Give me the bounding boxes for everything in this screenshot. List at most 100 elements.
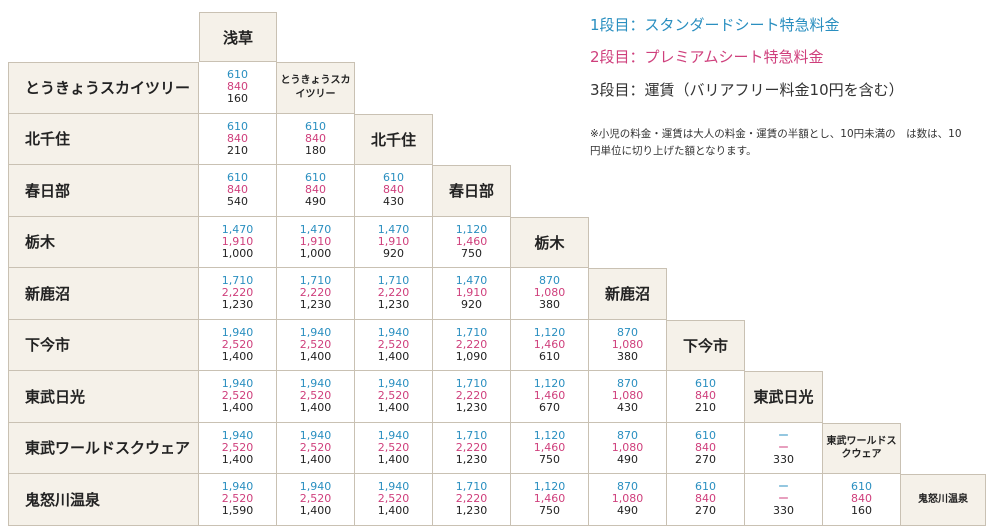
base-fare: 1,400 [377, 349, 410, 363]
standard-seat-fee: 610 [227, 68, 248, 82]
fare-cell: 870 1,080 380 [511, 268, 589, 320]
standard-seat-fee: 1,940 [377, 480, 410, 494]
base-fare: 1,000 [221, 246, 254, 260]
standard-seat-fee: ー [778, 428, 789, 442]
base-fare: 750 [539, 504, 560, 518]
base-fare: 1,400 [377, 504, 410, 518]
base-fare: 1,400 [221, 452, 254, 466]
premium-seat-fee: 1,460 [455, 234, 488, 248]
fare-cell: 870 1,080 380 [589, 319, 667, 371]
standard-seat-fee: 870 [617, 480, 638, 494]
premium-seat-fee: 2,520 [377, 492, 410, 506]
fare-cell: 1,120 1,460 750 [433, 216, 511, 268]
premium-seat-fee: 1,080 [611, 337, 644, 351]
standard-seat-fee: 610 [383, 171, 404, 185]
row-station-label: 東武ワールドスクウェア [8, 422, 199, 474]
fare-cell: 1,470 1,910 1,000 [199, 216, 277, 268]
row-station-label: 鬼怒川温泉 [8, 474, 199, 526]
row-station-label: 春日部 [8, 165, 199, 217]
base-fare: 210 [227, 143, 248, 157]
base-fare: 490 [617, 452, 638, 466]
standard-seat-fee: 610 [305, 171, 326, 185]
premium-seat-fee: 2,520 [377, 389, 410, 403]
premium-seat-fee: 840 [851, 492, 872, 506]
base-fare: 330 [773, 504, 794, 518]
standard-seat-fee: 1,710 [455, 377, 488, 391]
premium-seat-fee: 2,220 [455, 389, 488, 403]
station-header-diagonal: 鬼怒川温泉 [901, 474, 986, 526]
station-header-diagonal: 下今市 [667, 319, 745, 371]
fare-cell: 610 840 490 [277, 165, 355, 217]
base-fare: 670 [539, 401, 560, 415]
standard-seat-fee: 1,940 [221, 325, 254, 339]
premium-seat-fee: 2,220 [221, 286, 254, 300]
row-station-label: 下今市 [8, 319, 199, 371]
fare-cell: 1,940 2,520 1,590 [199, 474, 277, 526]
base-fare: 380 [617, 349, 638, 363]
standard-seat-fee: 1,470 [299, 222, 332, 236]
base-fare: 920 [461, 298, 482, 312]
standard-seat-fee: 610 [227, 171, 248, 185]
base-fare: 270 [695, 504, 716, 518]
base-fare: 1,230 [455, 401, 488, 415]
base-fare: 1,090 [455, 349, 488, 363]
premium-seat-fee: 840 [305, 183, 326, 197]
premium-seat-fee: 2,520 [221, 440, 254, 454]
row-station-label: 栃木 [8, 216, 199, 268]
base-fare: 1,230 [455, 452, 488, 466]
row-station-label: とうきょうスカイツリー [8, 62, 199, 114]
standard-seat-fee: 1,940 [221, 428, 254, 442]
standard-seat-fee: 1,710 [377, 274, 410, 288]
fare-cell: 610 840 430 [355, 165, 433, 217]
base-fare: 750 [539, 452, 560, 466]
fare-cell: 870 1,080 490 [589, 422, 667, 474]
base-fare: 380 [539, 298, 560, 312]
fare-cell: ーー 330 [745, 474, 823, 526]
fare-cell: 1,710 2,220 1,230 [355, 268, 433, 320]
base-fare: 1,400 [377, 452, 410, 466]
station-header-diagonal: 東武ワールドスクウェア [823, 422, 901, 474]
fare-cell: 1,470 1,910 1,000 [277, 216, 355, 268]
premium-seat-fee: 1,080 [533, 286, 566, 300]
fare-cell: 1,940 2,520 1,400 [355, 319, 433, 371]
standard-seat-fee: 870 [617, 428, 638, 442]
fare-cell: 1,710 2,220 1,230 [433, 422, 511, 474]
row-station-label: 新鹿沼 [8, 268, 199, 320]
premium-seat-fee: 840 [383, 183, 404, 197]
base-fare: 490 [305, 195, 326, 209]
base-fare: 540 [227, 195, 248, 209]
row-station-label: 東武日光 [8, 371, 199, 423]
fare-cell: 1,120 1,460 670 [511, 371, 589, 423]
premium-seat-fee: 840 [695, 440, 716, 454]
fare-cell: 1,710 2,220 1,230 [433, 371, 511, 423]
base-fare: 1,230 [455, 504, 488, 518]
row-station-label: 北千住 [8, 113, 199, 165]
fare-cell: 1,470 1,910 920 [433, 268, 511, 320]
premium-seat-fee: 2,520 [221, 389, 254, 403]
fare-cell: 610 840 160 [199, 62, 277, 114]
standard-seat-fee: ー [778, 480, 789, 494]
fare-cell: 610 840 180 [277, 113, 355, 165]
standard-seat-fee: 1,120 [533, 377, 566, 391]
premium-seat-fee: ー [778, 440, 789, 454]
fare-cell: 1,940 2,520 1,400 [277, 474, 355, 526]
premium-seat-fee: 2,520 [299, 440, 332, 454]
fare-cell: 1,940 2,520 1,400 [355, 371, 433, 423]
standard-seat-fee: 1,470 [455, 274, 488, 288]
premium-seat-fee: 2,220 [299, 286, 332, 300]
fare-cell: ーー 330 [745, 422, 823, 474]
fare-cell: 1,120 1,460 750 [511, 422, 589, 474]
standard-seat-fee: 1,940 [377, 428, 410, 442]
legend-standard: 1段目：スタンダードシート特急料金 [590, 16, 840, 34]
fare-cell: 1,940 2,520 1,400 [199, 422, 277, 474]
premium-seat-fee: 2,520 [221, 492, 254, 506]
legend-premium: 2段目：プレミアムシート特急料金 [590, 48, 824, 66]
base-fare: 1,590 [221, 504, 254, 518]
base-fare: 610 [539, 349, 560, 363]
standard-seat-fee: 870 [617, 325, 638, 339]
base-fare: 1,400 [377, 401, 410, 415]
fare-cell: 1,940 2,520 1,400 [355, 474, 433, 526]
base-fare: 1,400 [299, 452, 332, 466]
premium-seat-fee: 1,910 [299, 234, 332, 248]
standard-seat-fee: 1,710 [455, 480, 488, 494]
